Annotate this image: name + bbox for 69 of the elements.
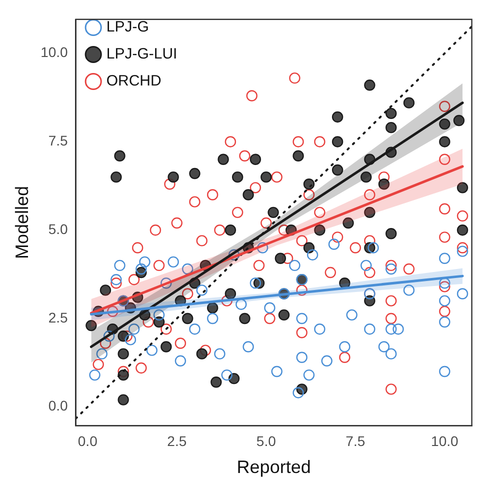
x-tick-label: 5.0 (256, 432, 276, 449)
point (296, 312, 308, 324)
x-tick-label: 0.0 (78, 432, 98, 449)
x-tick-label: 7.5 (346, 432, 366, 449)
point (139, 256, 150, 268)
point (189, 323, 200, 335)
point (386, 323, 397, 335)
point (242, 341, 254, 352)
point (174, 355, 186, 367)
point (250, 278, 262, 289)
point (160, 278, 172, 289)
point (228, 249, 240, 260)
point (196, 284, 208, 296)
point (392, 323, 404, 335)
point (221, 369, 232, 381)
point (303, 369, 315, 381)
x-tick-label: 2.5 (167, 432, 187, 449)
point (328, 238, 340, 250)
point (306, 249, 318, 260)
point (146, 344, 158, 356)
point (256, 242, 268, 254)
point (182, 263, 194, 275)
point (96, 348, 108, 360)
point (89, 369, 100, 381)
point (339, 341, 350, 352)
y-tick-label: 5.0 (48, 220, 68, 237)
point (110, 274, 122, 286)
legend-label: LPJ-G (106, 18, 149, 36)
point (271, 366, 282, 378)
point (346, 309, 358, 321)
y-tick-label: 7.5 (48, 132, 68, 149)
point (360, 260, 372, 272)
x-axis-title: Reported (236, 457, 311, 478)
y-axis-title: Modelled (12, 186, 32, 260)
legend-label: LPJ-G-LUI (106, 46, 178, 63)
point (136, 263, 147, 275)
point (386, 348, 397, 360)
y-tick-label: 2.5 (48, 309, 68, 326)
legend-label: ORCHD (106, 72, 162, 90)
y-tick-label: 0.0 (48, 398, 68, 414)
x-tick-label: 10.0 (431, 432, 458, 449)
point (314, 323, 326, 335)
point (289, 260, 300, 272)
y-tick-label: 10.0 (40, 44, 68, 60)
point (124, 334, 136, 346)
point (264, 302, 276, 314)
point (403, 284, 415, 296)
point (214, 348, 226, 360)
point (378, 341, 390, 352)
point (439, 316, 450, 328)
point (439, 252, 450, 264)
point (368, 242, 379, 254)
point (292, 387, 304, 398)
point (236, 298, 247, 310)
point (321, 355, 332, 367)
point (439, 295, 450, 306)
point (364, 323, 376, 335)
point (153, 309, 165, 321)
point (206, 312, 218, 324)
point (386, 263, 397, 275)
point (168, 256, 179, 268)
point (456, 246, 468, 257)
point (439, 366, 450, 378)
point (128, 323, 140, 335)
point (114, 260, 126, 272)
point (103, 330, 115, 342)
point (456, 288, 468, 300)
point (296, 352, 308, 363)
point (439, 278, 450, 289)
